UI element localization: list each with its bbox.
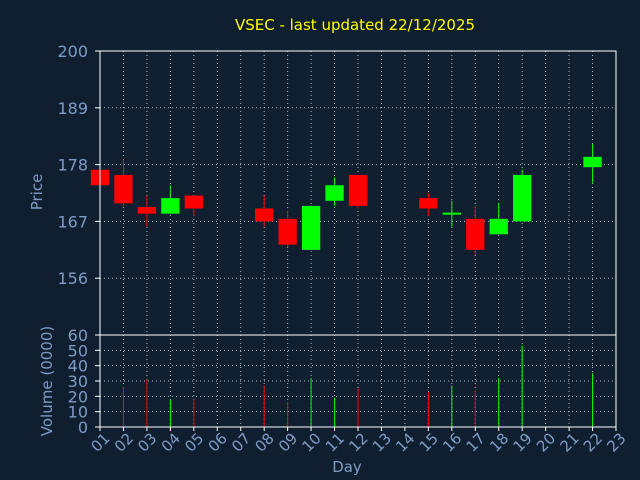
price-tick-label: 167	[57, 212, 88, 231]
chart-axes	[95, 50, 617, 431]
x-axis-label: Day	[332, 458, 362, 476]
candle-body-02	[114, 174, 133, 204]
candle-body-05	[184, 195, 203, 209]
volume-tick-label: 40	[68, 357, 88, 376]
price-tick-label: 189	[57, 99, 88, 118]
candle-body-04	[161, 198, 180, 214]
price-tick-label: 200	[57, 42, 88, 61]
candle-body-11	[325, 185, 344, 201]
candle-body-16	[442, 212, 461, 215]
candle-body-19	[513, 174, 532, 222]
volume-tick-label: 30	[68, 372, 88, 391]
price-tick-label: 156	[57, 269, 88, 288]
chart-title: VSEC - last updated 22/12/2025	[235, 16, 475, 34]
candle-body-03	[137, 206, 157, 214]
candle-body-08	[255, 208, 274, 222]
chart-marks	[90, 143, 602, 427]
price-tick-label: 178	[57, 156, 88, 175]
volume-tick-label: 10	[68, 403, 88, 422]
candle-body-10	[301, 205, 321, 250]
volume-axis-label: Volume (0000)	[38, 326, 56, 436]
candle-body-15	[419, 198, 438, 209]
volume-tick-label: 60	[68, 326, 88, 345]
volume-tick-label: 50	[68, 341, 88, 360]
candle-body-12	[348, 174, 368, 206]
volume-tick-label: 0	[78, 418, 88, 437]
candle-body-22	[583, 156, 602, 168]
volume-tick-label: 20	[68, 387, 88, 406]
candle-body-09	[278, 218, 297, 245]
candle-body-18	[489, 218, 508, 235]
candle-body-17	[466, 218, 485, 250]
price-axis-label: Price	[28, 174, 46, 211]
